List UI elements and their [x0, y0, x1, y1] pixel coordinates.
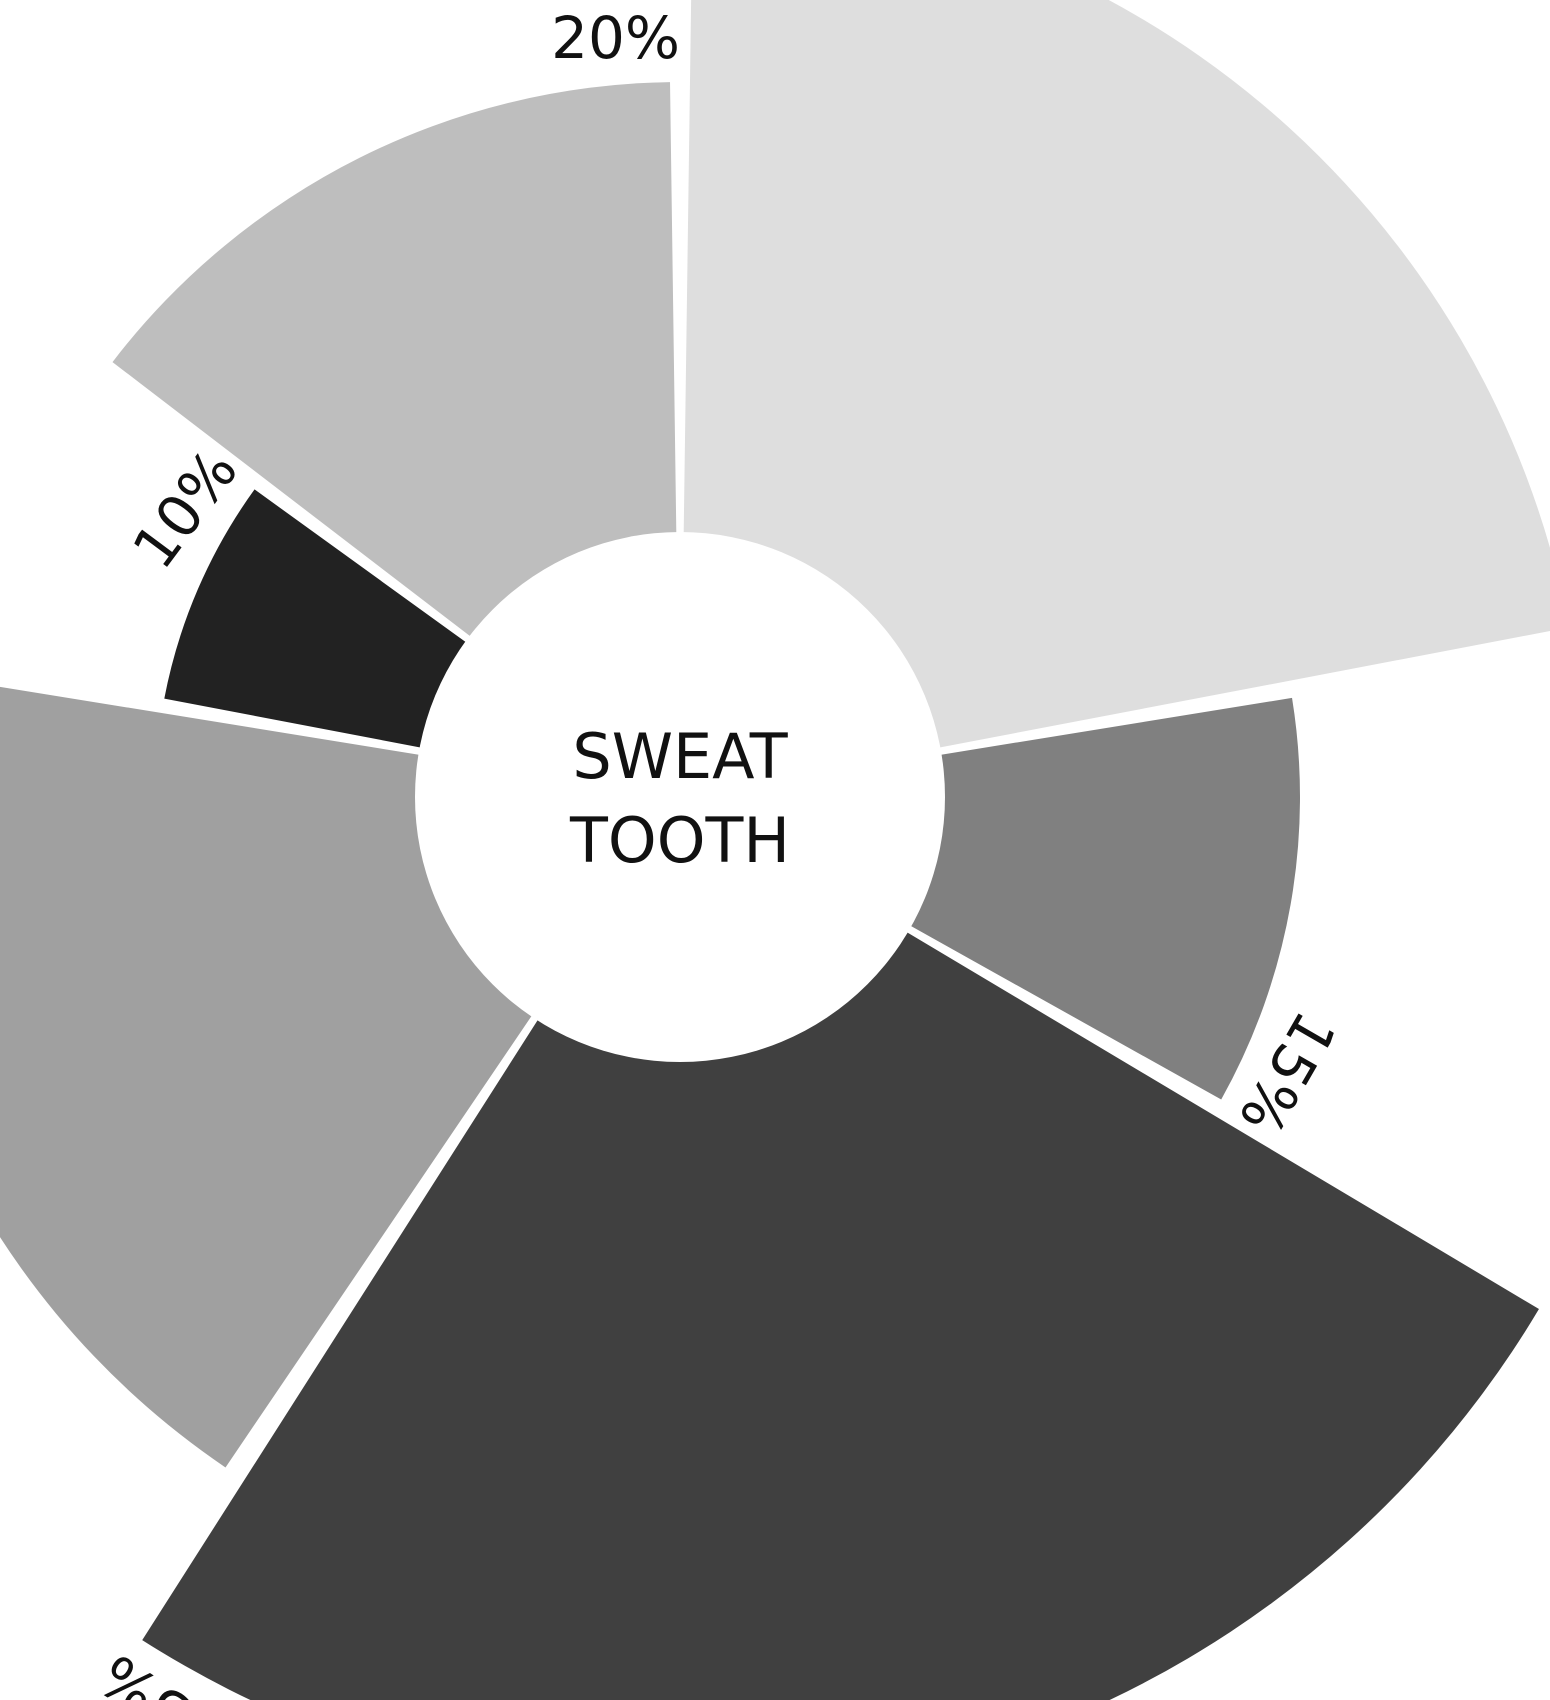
- slice-20-percent: [112, 82, 677, 638]
- center-hole: [415, 532, 945, 1062]
- slice-35-percent: [142, 931, 1539, 1700]
- slice-25-percent: [0, 686, 533, 1468]
- center-label-line-2: TOOTH: [569, 804, 790, 877]
- slice-30-percent: [683, 0, 1550, 748]
- slice-15-percent: [909, 697, 1300, 1100]
- slice-10-percent: [164, 489, 467, 748]
- center-label-line-1: SWEAT: [572, 720, 788, 793]
- label-20-percent: 20%: [551, 4, 680, 72]
